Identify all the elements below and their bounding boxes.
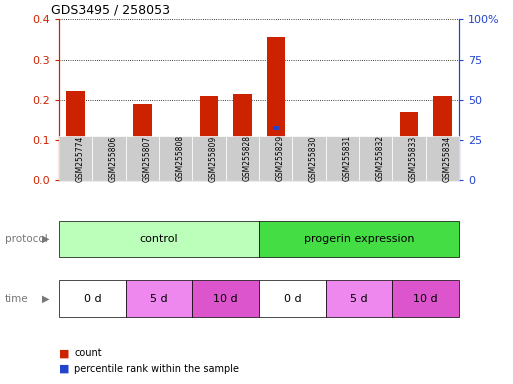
Bar: [239, 142, 246, 146]
Text: GSM255833: GSM255833: [409, 135, 418, 182]
Bar: [206, 146, 212, 149]
Text: GSM255808: GSM255808: [175, 135, 185, 182]
Bar: [439, 146, 446, 150]
Text: 0 d: 0 d: [84, 293, 101, 304]
Text: progerin expression: progerin expression: [304, 234, 415, 244]
Text: 0 d: 0 d: [284, 293, 301, 304]
Text: GSM255828: GSM255828: [242, 136, 251, 181]
Text: GSM255809: GSM255809: [209, 135, 218, 182]
Bar: [372, 174, 379, 179]
Text: GSM255774: GSM255774: [76, 135, 85, 182]
Text: percentile rank within the sample: percentile rank within the sample: [74, 364, 240, 374]
Bar: [333, 179, 351, 180]
Bar: [139, 152, 146, 156]
Text: GDS3495 / 258053: GDS3495 / 258053: [51, 3, 170, 17]
Text: 10 d: 10 d: [213, 293, 238, 304]
Bar: [306, 175, 312, 179]
Bar: [272, 126, 279, 130]
Bar: [172, 168, 179, 172]
Text: ▶: ▶: [43, 293, 50, 304]
Bar: [133, 104, 151, 180]
Bar: [433, 96, 451, 180]
Text: GSM255834: GSM255834: [442, 135, 451, 182]
Bar: [367, 169, 385, 180]
Bar: [167, 138, 185, 180]
Bar: [72, 161, 79, 165]
Text: GSM255807: GSM255807: [142, 135, 151, 182]
Text: control: control: [140, 234, 179, 244]
Text: ▶: ▶: [43, 234, 50, 244]
Text: GSM255831: GSM255831: [343, 135, 351, 182]
Text: GSM255830: GSM255830: [309, 135, 318, 182]
Text: GSM255829: GSM255829: [276, 135, 285, 182]
Text: count: count: [74, 348, 102, 358]
Bar: [300, 172, 318, 180]
Bar: [67, 91, 85, 180]
Text: ■: ■: [59, 364, 69, 374]
Text: 5 d: 5 d: [150, 293, 168, 304]
Text: 10 d: 10 d: [413, 293, 438, 304]
Text: time: time: [5, 293, 29, 304]
Bar: [406, 154, 412, 157]
Bar: [400, 112, 418, 180]
Bar: [106, 174, 112, 178]
Text: GSM255806: GSM255806: [109, 135, 118, 182]
Bar: [267, 37, 285, 180]
Bar: [100, 150, 118, 180]
Text: protocol: protocol: [5, 234, 48, 244]
Text: 5 d: 5 d: [350, 293, 368, 304]
Text: ■: ■: [59, 348, 69, 358]
Bar: [200, 96, 218, 180]
Text: GSM255832: GSM255832: [376, 135, 385, 182]
Bar: [233, 94, 251, 180]
Bar: [339, 177, 346, 181]
